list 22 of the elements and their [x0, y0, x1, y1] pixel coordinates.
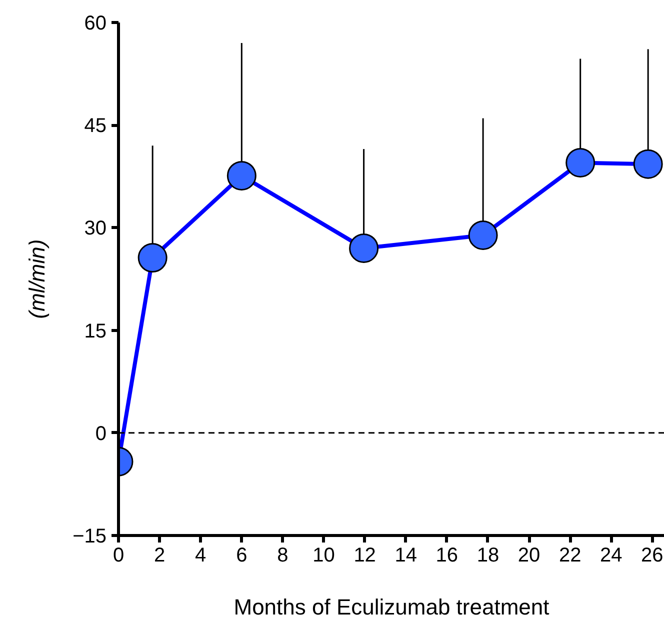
x-tick-label: 8: [277, 544, 288, 566]
x-tick-label: 0: [112, 544, 124, 566]
y-axis-title: (ml/min): [24, 239, 50, 319]
y-tick-label: 0: [95, 422, 106, 445]
x-axis-title: Months of Eculizumab treatment: [234, 594, 550, 620]
x-tick-label: 22: [558, 544, 582, 566]
x-tick-label: 12: [354, 544, 376, 566]
y-tick-label: 15: [84, 320, 107, 342]
x-tick-label: 14: [394, 544, 417, 566]
x-tick-label: 4: [195, 544, 206, 566]
y-tick-label: 60: [84, 12, 107, 34]
x-tick-label: 10: [312, 544, 335, 566]
x-tick-label: 2: [154, 544, 166, 566]
x-tick-label: 16: [436, 544, 458, 566]
y-tick-label: −15: [72, 526, 107, 548]
x-tick-label: 6: [236, 544, 248, 566]
x-tick-label: 24: [600, 544, 622, 566]
y-tick-label: 30: [84, 218, 107, 240]
x-tick-label: 20: [518, 544, 540, 566]
x-tick-label: 26: [641, 544, 664, 566]
x-tick-label: 18: [476, 544, 500, 566]
y-tick-label: 45: [84, 115, 107, 138]
